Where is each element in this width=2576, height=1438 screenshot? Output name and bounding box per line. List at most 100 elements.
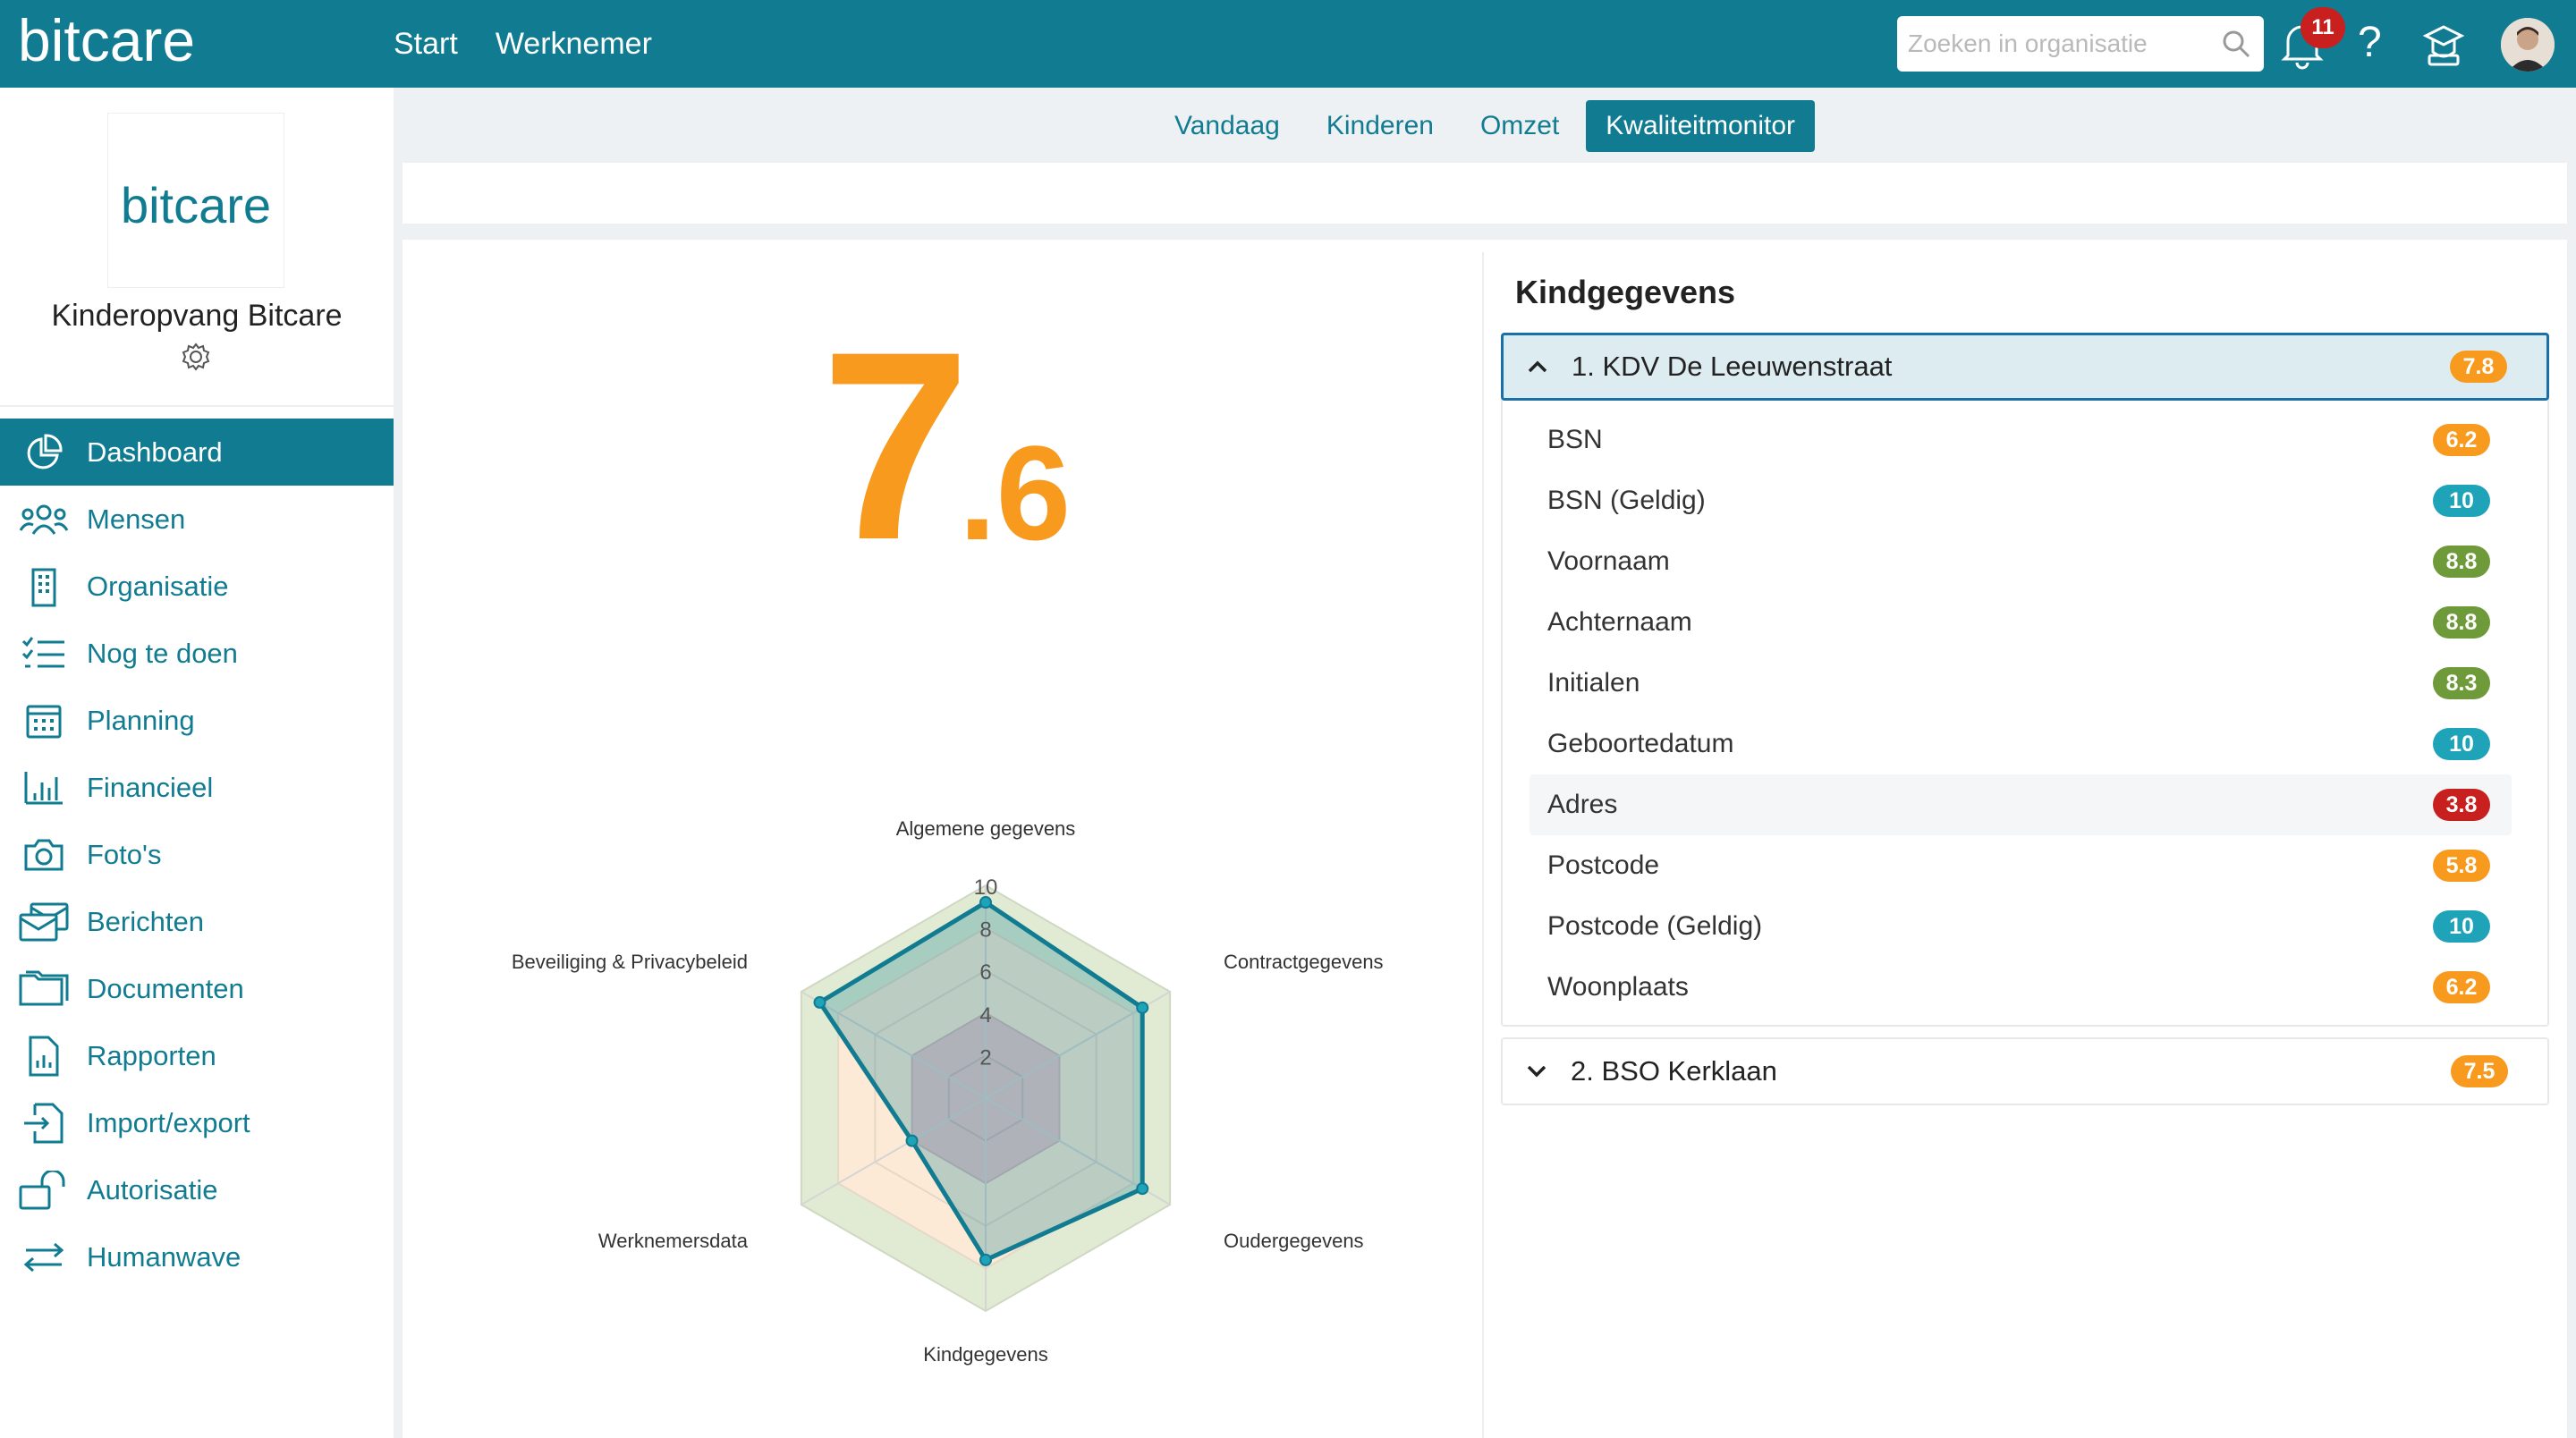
list-item[interactable]: Initialen 8.3 xyxy=(1530,653,2512,714)
radar-tick-label: 10 xyxy=(974,875,998,900)
sidebar-item-label: Financieel xyxy=(87,771,214,803)
nav-werknemer[interactable]: Werknemer xyxy=(495,26,652,61)
sidebar-item-humanwave[interactable]: Humanwave xyxy=(0,1223,394,1290)
list-item[interactable]: Achternaam 8.8 xyxy=(1530,592,2512,653)
tab-kwaliteitmonitor[interactable]: Kwaliteitmonitor xyxy=(1586,100,1816,152)
search-box xyxy=(1897,16,2264,72)
calendar-icon xyxy=(0,701,87,740)
list-item[interactable]: Voornaam 8.8 xyxy=(1530,531,2512,592)
sidebar-item-fotos[interactable]: Foto's xyxy=(0,821,394,888)
location-group-label: 1. KDV De Leeuwenstraat xyxy=(1572,351,1893,382)
list-item-label: BSN (Geldig) xyxy=(1547,486,1706,515)
list-item-label: Initialen xyxy=(1547,668,1640,698)
arrows-icon xyxy=(0,1241,87,1273)
graduation-cap-icon[interactable] xyxy=(2422,21,2465,72)
search-icon[interactable] xyxy=(2221,29,2251,63)
radar-tick-label: 8 xyxy=(979,918,991,943)
list-item-label: BSN xyxy=(1547,425,1603,454)
score-badge: 8.8 xyxy=(2433,546,2490,578)
sidebar-item-planning[interactable]: Planning xyxy=(0,687,394,754)
people-icon xyxy=(0,502,87,537)
tab-kinderen[interactable]: Kinderen xyxy=(1326,111,1434,140)
bitcare-logo[interactable]: bitcare xyxy=(18,7,224,74)
sidebar-item-dashboard[interactable]: Dashboard xyxy=(0,419,394,486)
sidebar-item-berichten[interactable]: Berichten xyxy=(0,888,394,955)
list-item[interactable]: Adres 3.8 xyxy=(1530,774,2512,835)
chevron-up-icon xyxy=(1504,360,1572,373)
score-integer: 7 xyxy=(821,295,970,596)
list-item[interactable]: Postcode 5.8 xyxy=(1530,835,2512,896)
sidebar-divider xyxy=(0,405,394,407)
list-item[interactable]: BSN 6.2 xyxy=(1530,410,2512,470)
sidebar-item-label: Nog te doen xyxy=(87,637,238,669)
chevron-down-icon xyxy=(1503,1065,1571,1078)
camera-icon xyxy=(0,837,87,873)
score-badge: 7.8 xyxy=(2450,351,2507,383)
tab-vandaag[interactable]: Vandaag xyxy=(1174,111,1280,140)
score-badge: 3.8 xyxy=(2433,789,2490,821)
sidebar-menu: Dashboard Mensen Organisatie Nog te doen… xyxy=(0,419,394,1290)
location-group-header[interactable]: 1. KDV De Leeuwenstraat 7.8 xyxy=(1501,333,2549,401)
location-group-rows: BSN 6.2 BSN (Geldig) 10 Voornaam 8.8 Achternaa… xyxy=(1503,399,2547,1025)
score-badge: 10 xyxy=(2433,910,2490,943)
messages-icon xyxy=(0,902,87,942)
list-item-label: Voornaam xyxy=(1547,546,1670,576)
radar-point xyxy=(1136,1182,1149,1196)
organisation-name: Kinderopvang Bitcare xyxy=(51,299,343,333)
sidebar-item-label: Dashboard xyxy=(87,436,223,468)
sidebar-item-label: Berichten xyxy=(87,905,204,937)
score-badge: 10 xyxy=(2433,728,2490,760)
list-item[interactable]: BSN (Geldig) 10 xyxy=(1530,470,2512,531)
list-item-label: Achternaam xyxy=(1547,607,1692,637)
search-input[interactable] xyxy=(1897,16,2264,72)
score-badge: 6.2 xyxy=(2433,424,2490,456)
list-item-label: Geboortedatum xyxy=(1547,729,1734,758)
pie-chart-icon xyxy=(0,432,87,473)
list-item[interactable]: Postcode (Geldig) 10 xyxy=(1530,896,2512,957)
sidebar-item-documenten[interactable]: Documenten xyxy=(0,955,394,1022)
help-icon[interactable]: ? xyxy=(2358,19,2382,66)
sidebar-item-rapporten[interactable]: Rapporten xyxy=(0,1022,394,1089)
list-item[interactable]: Geboortedatum 10 xyxy=(1530,714,2512,774)
checklist-icon xyxy=(0,636,87,672)
sidebar-item-import-export[interactable]: Import/export xyxy=(0,1089,394,1156)
list-item-label: Adres xyxy=(1547,790,1618,819)
radar-tick-label: 4 xyxy=(979,1003,991,1028)
top-bar: bitcare Start Werknemer 11 ? xyxy=(0,0,2576,88)
sidebar-item-financieel[interactable]: Financieel xyxy=(0,754,394,821)
sidebar-item-nog-te-doen[interactable]: Nog te doen xyxy=(0,620,394,687)
tab-omzet[interactable]: Omzet xyxy=(1479,111,1560,140)
sidebar: bitcare Kinderopvang Bitcare Dashboard M… xyxy=(0,88,394,1438)
report-icon xyxy=(0,1036,87,1077)
score-badge: 8.3 xyxy=(2433,667,2490,699)
sidebar-item-label: Organisatie xyxy=(87,570,229,602)
radar-chart: 2 4 6 8 10 Algemene gegevens Contractgegevens O… xyxy=(512,817,1384,1366)
organisation-logo: bitcare xyxy=(107,113,284,288)
radar-axis-label: Kindgegevens xyxy=(923,1343,1047,1366)
list-item-label: Postcode (Geldig) xyxy=(1547,911,1763,941)
sidebar-item-autorisatie[interactable]: Autorisatie xyxy=(0,1156,394,1223)
import-export-icon xyxy=(0,1103,87,1144)
location-group: 1. KDV De Leeuwenstraat 7.8 BSN 6.2 BSN (G… xyxy=(1501,333,2549,1027)
panel-divider xyxy=(1482,252,1484,1438)
radar-axis-label: Algemene gegevens xyxy=(896,817,1076,840)
gear-icon[interactable] xyxy=(181,342,211,376)
radar-point xyxy=(979,1253,992,1266)
score-decimal: .6 xyxy=(959,418,1072,568)
sidebar-item-label: Rapporten xyxy=(87,1039,216,1071)
list-item-label: Woonplaats xyxy=(1547,972,1689,1002)
radar-point xyxy=(813,995,826,1009)
radar-tick-label: 2 xyxy=(979,1045,991,1070)
sidebar-item-mensen[interactable]: Mensen xyxy=(0,486,394,553)
sidebar-item-organisatie[interactable]: Organisatie xyxy=(0,553,394,620)
score-badge: 8.8 xyxy=(2433,606,2490,639)
list-item[interactable]: Woonplaats 6.2 xyxy=(1530,957,2512,1018)
sidebar-item-label: Foto's xyxy=(87,838,162,870)
location-group: 2. BSO Kerklaan 7.5 xyxy=(1501,1037,2549,1105)
radar-tick-label: 6 xyxy=(979,960,991,985)
location-group-label: 2. BSO Kerklaan xyxy=(1571,1055,1777,1087)
avatar[interactable] xyxy=(2501,18,2555,72)
location-group-header[interactable]: 2. BSO Kerklaan 7.5 xyxy=(1503,1039,2547,1104)
sidebar-item-label: Planning xyxy=(87,704,195,736)
nav-start[interactable]: Start xyxy=(394,26,458,61)
